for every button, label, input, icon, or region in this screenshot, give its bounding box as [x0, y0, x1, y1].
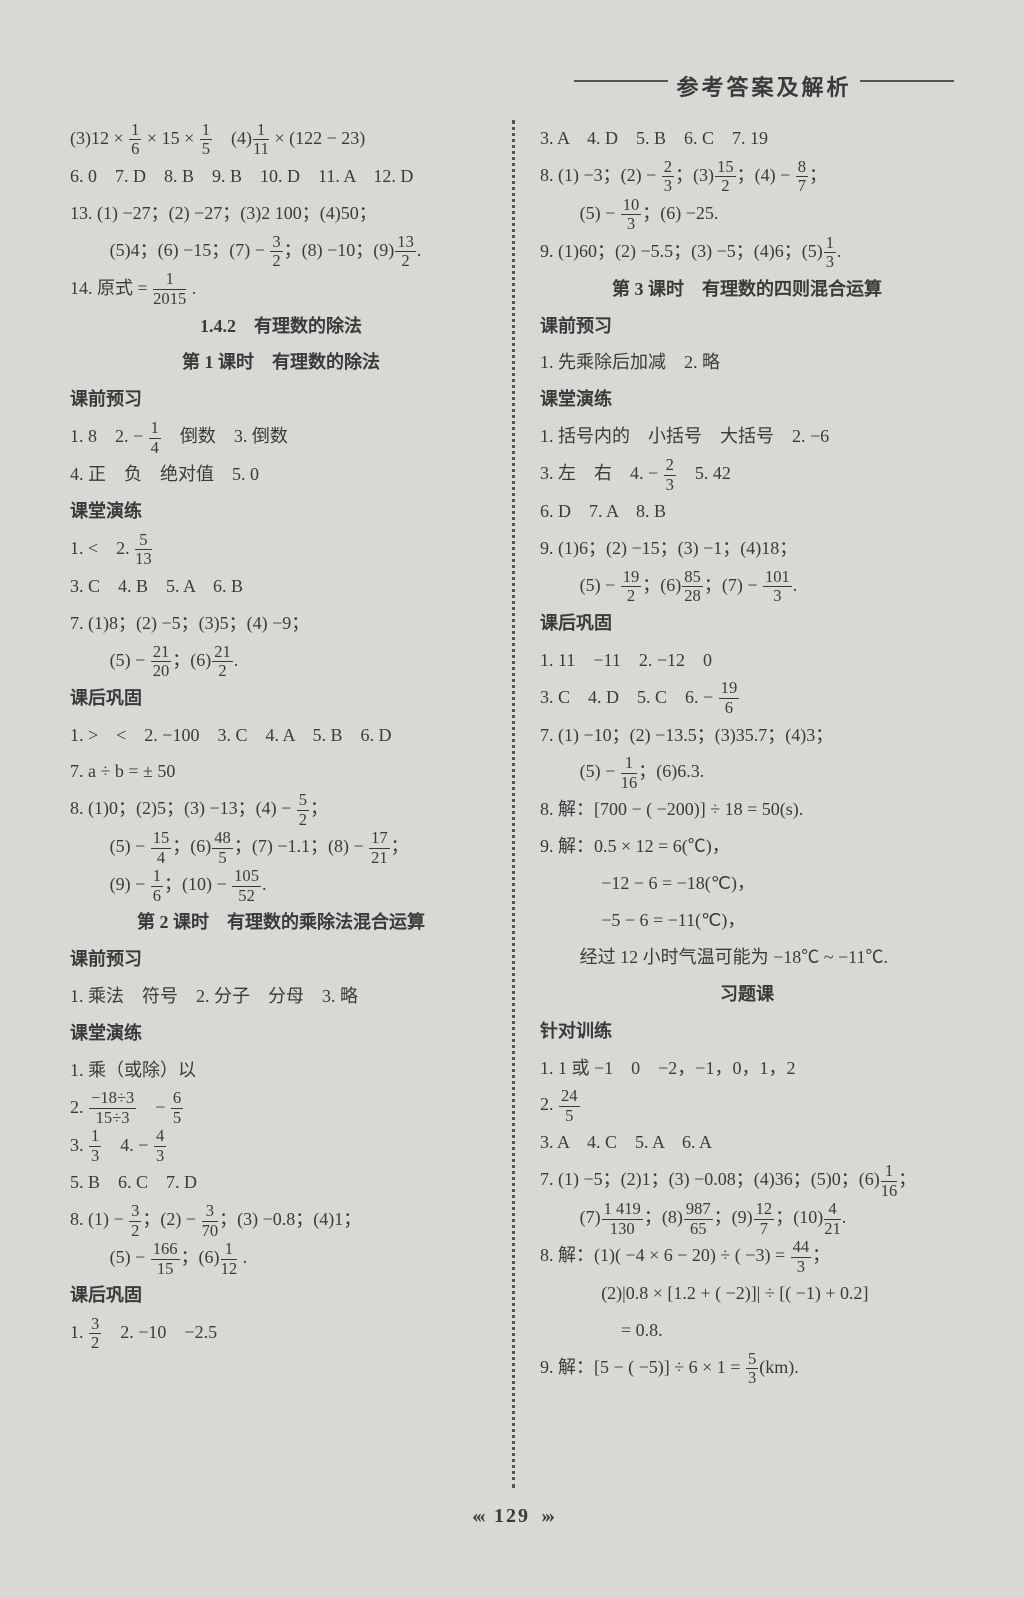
text-line: 1. < 2. 513 — [70, 530, 492, 568]
text-line: 8. 解：(1)( −4 × 6 − 20) ÷ ( −3) = 443； — [540, 1237, 954, 1275]
text-line: 4. 正 负 绝对值 5. 0 — [70, 456, 492, 493]
text-line: 课前预习 — [540, 308, 954, 345]
text-line: 课后巩固 — [70, 680, 492, 717]
header-title: 参考答案及解析 — [668, 70, 859, 102]
text-line: 8. (1) − 32；(2) − 370；(3) −0.8；(4)1； — [70, 1201, 492, 1239]
text-line: 第 1 课时 有理数的除法 — [70, 344, 492, 381]
text-line: 6. D 7. A 8. B — [540, 493, 954, 530]
text-line: 1. 括号内的 小括号 大括号 2. −6 — [540, 418, 954, 455]
text-line: 3. 13 4. − 43 — [70, 1127, 492, 1165]
text-line: 经过 12 小时气温可能为 −18℃ ~ −11℃. — [540, 939, 954, 976]
text-line: 1. 乘法 符号 2. 分子 分母 3. 略 — [70, 978, 492, 1015]
text-line: 1. 乘（或除）以 — [70, 1052, 492, 1089]
text-line: 第 3 课时 有理数的四则混合运算 — [540, 271, 954, 308]
text-line: 课后巩固 — [70, 1277, 492, 1314]
text-line: −12 − 6 = −18(℃)， — [540, 865, 954, 902]
angle-left-icon: ‹‹‹ — [472, 1505, 483, 1527]
text-line: 课后巩固 — [540, 605, 954, 642]
text-line: 第 2 课时 有理数的乘除法混合运算 — [70, 904, 492, 941]
text-line: (7)1 419130；(8)98765；(9)127；(10)421. — [540, 1199, 954, 1237]
page: 参考答案及解析 (3)12 × 16 × 15 × 15 (4)111 × (1… — [70, 60, 954, 1538]
text-line: 9. 解：[5 − ( −5)] ÷ 6 × 1 = 53(km). — [540, 1349, 954, 1387]
text-line: 7. a ÷ b = ± 50 — [70, 753, 492, 790]
text-line: 习题课 — [540, 976, 954, 1013]
text-line: 8. 解：[700 − ( −200)] ÷ 18 = 50(s). — [540, 791, 954, 828]
text-line: 2. −18÷315÷3 − 65 — [70, 1089, 492, 1127]
text-line: 课堂演练 — [540, 381, 954, 418]
text-line: 13. (1) −27；(2) −27；(3)2 100；(4)50； — [70, 195, 492, 232]
header-rule: 参考答案及解析 — [574, 80, 954, 102]
text-line: 7. (1) −5；(2)1；(3) −0.08；(4)36；(5)0；(6)1… — [540, 1161, 954, 1199]
text-line: 3. C 4. D 5. C 6. − 196 — [540, 679, 954, 717]
right-column: 3. A 4. D 5. B 6. C 7. 198. (1) −3；(2) −… — [512, 120, 954, 1488]
text-line: 课堂演练 — [70, 1015, 492, 1052]
text-line: (2)|0.8 × [1.2 + ( −2)]| ÷ [( −1) + 0.2] — [540, 1275, 954, 1312]
page-number-value: 129 — [494, 1505, 530, 1527]
text-line: 课前预习 — [70, 941, 492, 978]
columns: (3)12 × 16 × 15 × 15 (4)111 × (122 − 23)… — [70, 120, 954, 1488]
angle-right-icon: ››› — [541, 1505, 552, 1527]
text-line: 6. 0 7. D 8. B 9. B 10. D 11. A 12. D — [70, 158, 492, 195]
column-divider — [512, 120, 515, 1488]
page-number: ‹‹‹ 129 ››› — [70, 1505, 954, 1528]
text-line: 14. 原式 = 12015 . — [70, 270, 492, 308]
text-line: 针对训练 — [540, 1013, 954, 1050]
text-line: 7. (1) −10；(2) −13.5；(3)35.7；(4)3； — [540, 717, 954, 754]
text-line: 1. 1 或 −1 0 −2，−1，0，1，2 — [540, 1050, 954, 1087]
text-line: 3. A 4. D 5. B 6. C 7. 19 — [540, 120, 954, 157]
text-line: 3. A 4. C 5. A 6. A — [540, 1124, 954, 1161]
text-line: (9) − 16；(10) − 10552. — [70, 866, 492, 904]
text-line: 1.4.2 有理数的除法 — [70, 308, 492, 345]
text-line: (5) − 103；(6) −25. — [540, 195, 954, 233]
text-line: (5) − 2120；(6)212. — [70, 642, 492, 680]
text-line: (5)4；(6) −15；(7) − 32；(8) −10；(9)132. — [70, 232, 492, 270]
left-column: (3)12 × 16 × 15 × 15 (4)111 × (122 − 23)… — [70, 120, 512, 1488]
text-line: 1. 11 −11 2. −12 0 — [540, 642, 954, 679]
text-line: 1. > < 2. −100 3. C 4. A 5. B 6. D — [70, 717, 492, 754]
text-line: 1. 先乘除后加减 2. 略 — [540, 344, 954, 381]
text-line: 8. (1)0；(2)5；(3) −13；(4) − 52； — [70, 790, 492, 828]
text-line: 2. 245 — [540, 1086, 954, 1124]
text-line: 7. (1)8；(2) −5；(3)5；(4) −9； — [70, 605, 492, 642]
text-line: = 0.8. — [540, 1312, 954, 1349]
text-line: 5. B 6. C 7. D — [70, 1164, 492, 1201]
text-line: 1. 32 2. −10 −2.5 — [70, 1314, 492, 1352]
text-line: −5 − 6 = −11(℃)， — [540, 902, 954, 939]
text-line: 课前预习 — [70, 381, 492, 418]
text-line: (5) − 116；(6)6.3. — [540, 753, 954, 791]
text-line: 课堂演练 — [70, 493, 492, 530]
text-line: 3. C 4. B 5. A 6. B — [70, 568, 492, 605]
text-line: (3)12 × 16 × 15 × 15 (4)111 × (122 − 23) — [70, 120, 492, 158]
text-line: 9. (1)6；(2) −15；(3) −1；(4)18； — [540, 530, 954, 567]
text-line: 8. (1) −3；(2) − 23；(3)152；(4) − 87； — [540, 157, 954, 195]
text-line: 9. 解：0.5 × 12 = 6(℃)， — [540, 828, 954, 865]
text-line: 1. 8 2. − 14 倒数 3. 倒数 — [70, 418, 492, 456]
text-line: 3. 左 右 4. − 23 5. 42 — [540, 455, 954, 493]
text-line: (5) − 154；(6)485；(7) −1.1；(8) − 1721； — [70, 828, 492, 866]
text-line: 9. (1)60；(2) −5.5；(3) −5；(4)6；(5)13. — [540, 233, 954, 271]
text-line: (5) − 192；(6)8528；(7) − 1013. — [540, 567, 954, 605]
text-line: (5) − 16615；(6)112 . — [70, 1239, 492, 1277]
